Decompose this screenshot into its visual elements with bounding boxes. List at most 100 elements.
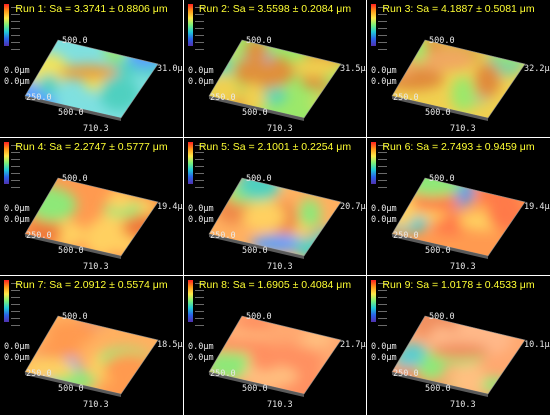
color-scale-bar bbox=[371, 142, 376, 184]
surface-3d-plot bbox=[24, 177, 159, 259]
axis-far-y-front-label: 500.0 bbox=[58, 108, 84, 118]
surface-3d-plot bbox=[24, 315, 159, 397]
color-scale-bar bbox=[4, 142, 9, 184]
height-max-label: 19.4μm bbox=[157, 202, 183, 212]
axis-far-y-label: 500.0 bbox=[429, 312, 455, 322]
axis-origin-z-label: 0.0μm bbox=[4, 342, 30, 352]
color-scale-bar bbox=[188, 280, 193, 322]
axis-origin-y-label: 0.0μm bbox=[4, 77, 30, 87]
color-scale-ticks bbox=[11, 141, 23, 188]
surface-panel-run-8: Run 8: Sa = 1.6905 ± 0.4084 μm 500.0 0.0μm… bbox=[184, 276, 366, 415]
height-max-label: 21.7μm bbox=[340, 340, 366, 350]
surface-panel-run-1: Run 1: Sa = 3.3741 ± 0.8806 μm 500.0 0.0μm… bbox=[0, 0, 183, 137]
surface-panel-run-9: Run 9: Sa = 1.0178 ± 0.4533 μm 500.0 0.0μm… bbox=[367, 276, 550, 415]
surface-panel-run-3: Run 3: Sa = 4.1887 ± 0.5081 μm 500.0 0.0μm… bbox=[367, 0, 550, 137]
axis-far-y-label: 500.0 bbox=[246, 312, 272, 322]
axis-origin-y-label: 0.0μm bbox=[188, 77, 214, 87]
axis-far-y-front-label: 500.0 bbox=[242, 108, 268, 118]
axis-far-y-front-label: 500.0 bbox=[425, 246, 451, 256]
axis-origin-y-label: 0.0μm bbox=[371, 215, 397, 225]
axis-x-max-label: 710.3 bbox=[450, 124, 476, 134]
height-max-label: 31.0μm bbox=[157, 64, 183, 74]
surface-3d-plot bbox=[208, 177, 342, 259]
color-scale-ticks bbox=[195, 279, 207, 326]
color-scale-bar bbox=[371, 280, 376, 322]
color-scale-ticks bbox=[378, 3, 390, 50]
run-title: Run 1: Sa = 3.3741 ± 0.8806 μm bbox=[15, 3, 168, 15]
axis-origin-y-label: 0.0μm bbox=[188, 353, 214, 363]
axis-far-y-front-label: 500.0 bbox=[58, 246, 84, 256]
color-scale-bar bbox=[4, 280, 9, 322]
color-scale-bar bbox=[188, 142, 193, 184]
height-max-label: 10.1μm bbox=[524, 340, 550, 350]
axis-origin-z-label: 0.0μm bbox=[188, 342, 214, 352]
run-title: Run 3: Sa = 4.1887 ± 0.5081 μm bbox=[382, 3, 535, 15]
axis-origin-z-label: 0.0μm bbox=[4, 66, 30, 76]
axis-origin-z-label: 0.0μm bbox=[188, 66, 214, 76]
axis-origin-z-label: 0.0μm bbox=[4, 204, 30, 214]
surface-3d-plot bbox=[391, 39, 526, 121]
axis-origin-y-label: 0.0μm bbox=[4, 353, 30, 363]
color-scale-ticks bbox=[11, 279, 23, 326]
axis-far-y-label: 500.0 bbox=[62, 312, 88, 322]
axis-mid-y-label: 250.0 bbox=[26, 369, 52, 379]
height-max-label: 20.7μm bbox=[340, 202, 366, 212]
axis-x-max-label: 710.3 bbox=[267, 124, 293, 134]
color-scale-ticks bbox=[378, 141, 390, 188]
run-title: Run 5: Sa = 2.1001 ± 0.2254 μm bbox=[198, 141, 352, 153]
run-title: Run 7: Sa = 2.0912 ± 0.5574 μm bbox=[15, 279, 168, 291]
surface-3d-plot bbox=[208, 39, 342, 121]
axis-mid-y-label: 250.0 bbox=[210, 93, 236, 103]
run-title: Run 8: Sa = 1.6905 ± 0.4084 μm bbox=[198, 279, 352, 291]
surface-panel-run-5: Run 5: Sa = 2.1001 ± 0.2254 μm 500.0 0.0μm… bbox=[184, 138, 366, 275]
axis-x-max-label: 710.3 bbox=[83, 400, 109, 410]
axis-far-y-front-label: 500.0 bbox=[58, 384, 84, 394]
axis-far-y-front-label: 500.0 bbox=[425, 384, 451, 394]
color-scale-ticks bbox=[378, 279, 390, 326]
axis-mid-y-label: 250.0 bbox=[393, 231, 419, 241]
axis-x-max-label: 710.3 bbox=[267, 262, 293, 272]
axis-x-max-label: 710.3 bbox=[83, 262, 109, 272]
axis-far-y-front-label: 500.0 bbox=[242, 246, 268, 256]
axis-origin-z-label: 0.0μm bbox=[188, 204, 214, 214]
surface-3d-plot bbox=[391, 315, 526, 397]
run-title: Run 6: Sa = 2.7493 ± 0.9459 μm bbox=[382, 141, 535, 153]
axis-far-y-label: 500.0 bbox=[62, 36, 88, 46]
axis-origin-y-label: 0.0μm bbox=[371, 353, 397, 363]
axis-far-y-label: 500.0 bbox=[246, 36, 272, 46]
surface-panel-run-6: Run 6: Sa = 2.7493 ± 0.9459 μm 500.0 0.0μm… bbox=[367, 138, 550, 275]
axis-x-max-label: 710.3 bbox=[267, 400, 293, 410]
height-max-label: 19.4μm bbox=[524, 202, 550, 212]
axis-mid-y-label: 250.0 bbox=[26, 93, 52, 103]
surface-panel-run-2: Run 2: Sa = 3.5598 ± 0.2084 μm 500.0 0.0μm… bbox=[184, 0, 366, 137]
axis-origin-y-label: 0.0μm bbox=[188, 215, 214, 225]
axis-mid-y-label: 250.0 bbox=[393, 369, 419, 379]
surface-3d-plot bbox=[391, 177, 526, 259]
height-max-label: 18.5μm bbox=[157, 340, 183, 350]
surface-panel-run-7: Run 7: Sa = 2.0912 ± 0.5574 μm 500.0 0.0μm… bbox=[0, 276, 183, 415]
run-title: Run 4: Sa = 2.2747 ± 0.5777 μm bbox=[15, 141, 168, 153]
axis-far-y-front-label: 500.0 bbox=[242, 384, 268, 394]
color-scale-ticks bbox=[11, 3, 23, 50]
axis-origin-y-label: 0.0μm bbox=[4, 215, 30, 225]
axis-mid-y-label: 250.0 bbox=[26, 231, 52, 241]
axis-origin-y-label: 0.0μm bbox=[371, 77, 397, 87]
color-scale-ticks bbox=[195, 141, 207, 188]
axis-origin-z-label: 0.0μm bbox=[371, 342, 397, 352]
surface-3d-plot bbox=[24, 39, 159, 121]
surface-panel-run-4: Run 4: Sa = 2.2747 ± 0.5777 μm 500.0 0.0μm… bbox=[0, 138, 183, 275]
axis-far-y-label: 500.0 bbox=[429, 174, 455, 184]
color-scale-bar bbox=[371, 4, 376, 46]
run-title: Run 2: Sa = 3.5598 ± 0.2084 μm bbox=[198, 3, 352, 15]
run-title: Run 9: Sa = 1.0178 ± 0.4533 μm bbox=[382, 279, 535, 291]
axis-far-y-front-label: 500.0 bbox=[425, 108, 451, 118]
surface-3d-plot bbox=[208, 315, 342, 397]
axis-x-max-label: 710.3 bbox=[83, 124, 109, 134]
axis-x-max-label: 710.3 bbox=[450, 400, 476, 410]
color-scale-bar bbox=[4, 4, 9, 46]
color-scale-bar bbox=[188, 4, 193, 46]
color-scale-ticks bbox=[195, 3, 207, 50]
axis-mid-y-label: 250.0 bbox=[210, 231, 236, 241]
axis-mid-y-label: 250.0 bbox=[210, 369, 236, 379]
axis-mid-y-label: 250.0 bbox=[393, 93, 419, 103]
